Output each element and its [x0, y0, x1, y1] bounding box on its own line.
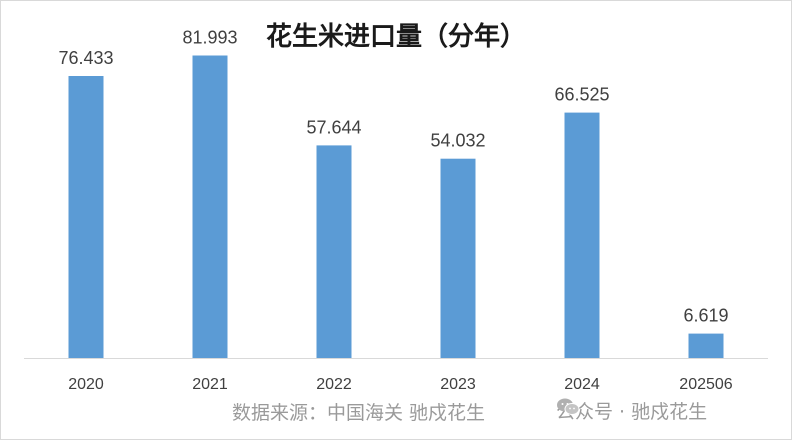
x-tick-label-2022: 2022: [316, 376, 352, 393]
bar-2021: [192, 55, 228, 358]
data-label-2020: 76.433: [58, 48, 113, 68]
watermark-text: 公众号 · 驰戍花生: [556, 401, 708, 423]
x-tick-label-2024: 2024: [564, 376, 600, 393]
bar-2020: [68, 76, 104, 358]
bar-2023: [440, 158, 476, 358]
x-tick-label-2021: 2021: [192, 376, 228, 393]
source-note: 数据来源：中国海关 驰戍花生: [232, 402, 486, 424]
bar-2024: [564, 112, 600, 358]
data-label-2024: 66.525: [554, 85, 609, 105]
bar-202506: [688, 333, 724, 358]
x-tick-label-2020: 2020: [68, 376, 104, 393]
x-tick-label-202506: 202506: [679, 376, 732, 393]
x-tick-label-2023: 2023: [440, 376, 476, 393]
data-label-2021: 81.993: [182, 28, 237, 48]
wechat-icon: [557, 398, 580, 415]
data-label-202506: 6.619: [683, 306, 728, 326]
wechat-watermark: 公众号 · 驰戍花生: [556, 397, 707, 424]
data-label-2022: 57.644: [306, 117, 361, 137]
data-label-2023: 54.032: [430, 131, 485, 151]
chart-title: 花生米进口量（分年）: [265, 22, 526, 52]
bar-2022: [316, 145, 352, 358]
